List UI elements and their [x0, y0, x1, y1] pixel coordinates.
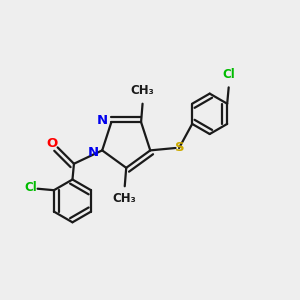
Text: O: O: [46, 137, 58, 150]
Text: CH₃: CH₃: [131, 84, 154, 97]
Text: S: S: [176, 141, 185, 154]
Text: Cl: Cl: [222, 68, 235, 81]
Text: N: N: [96, 114, 107, 127]
Text: CH₃: CH₃: [113, 192, 136, 205]
Text: Cl: Cl: [25, 181, 38, 194]
Text: N: N: [88, 146, 99, 159]
